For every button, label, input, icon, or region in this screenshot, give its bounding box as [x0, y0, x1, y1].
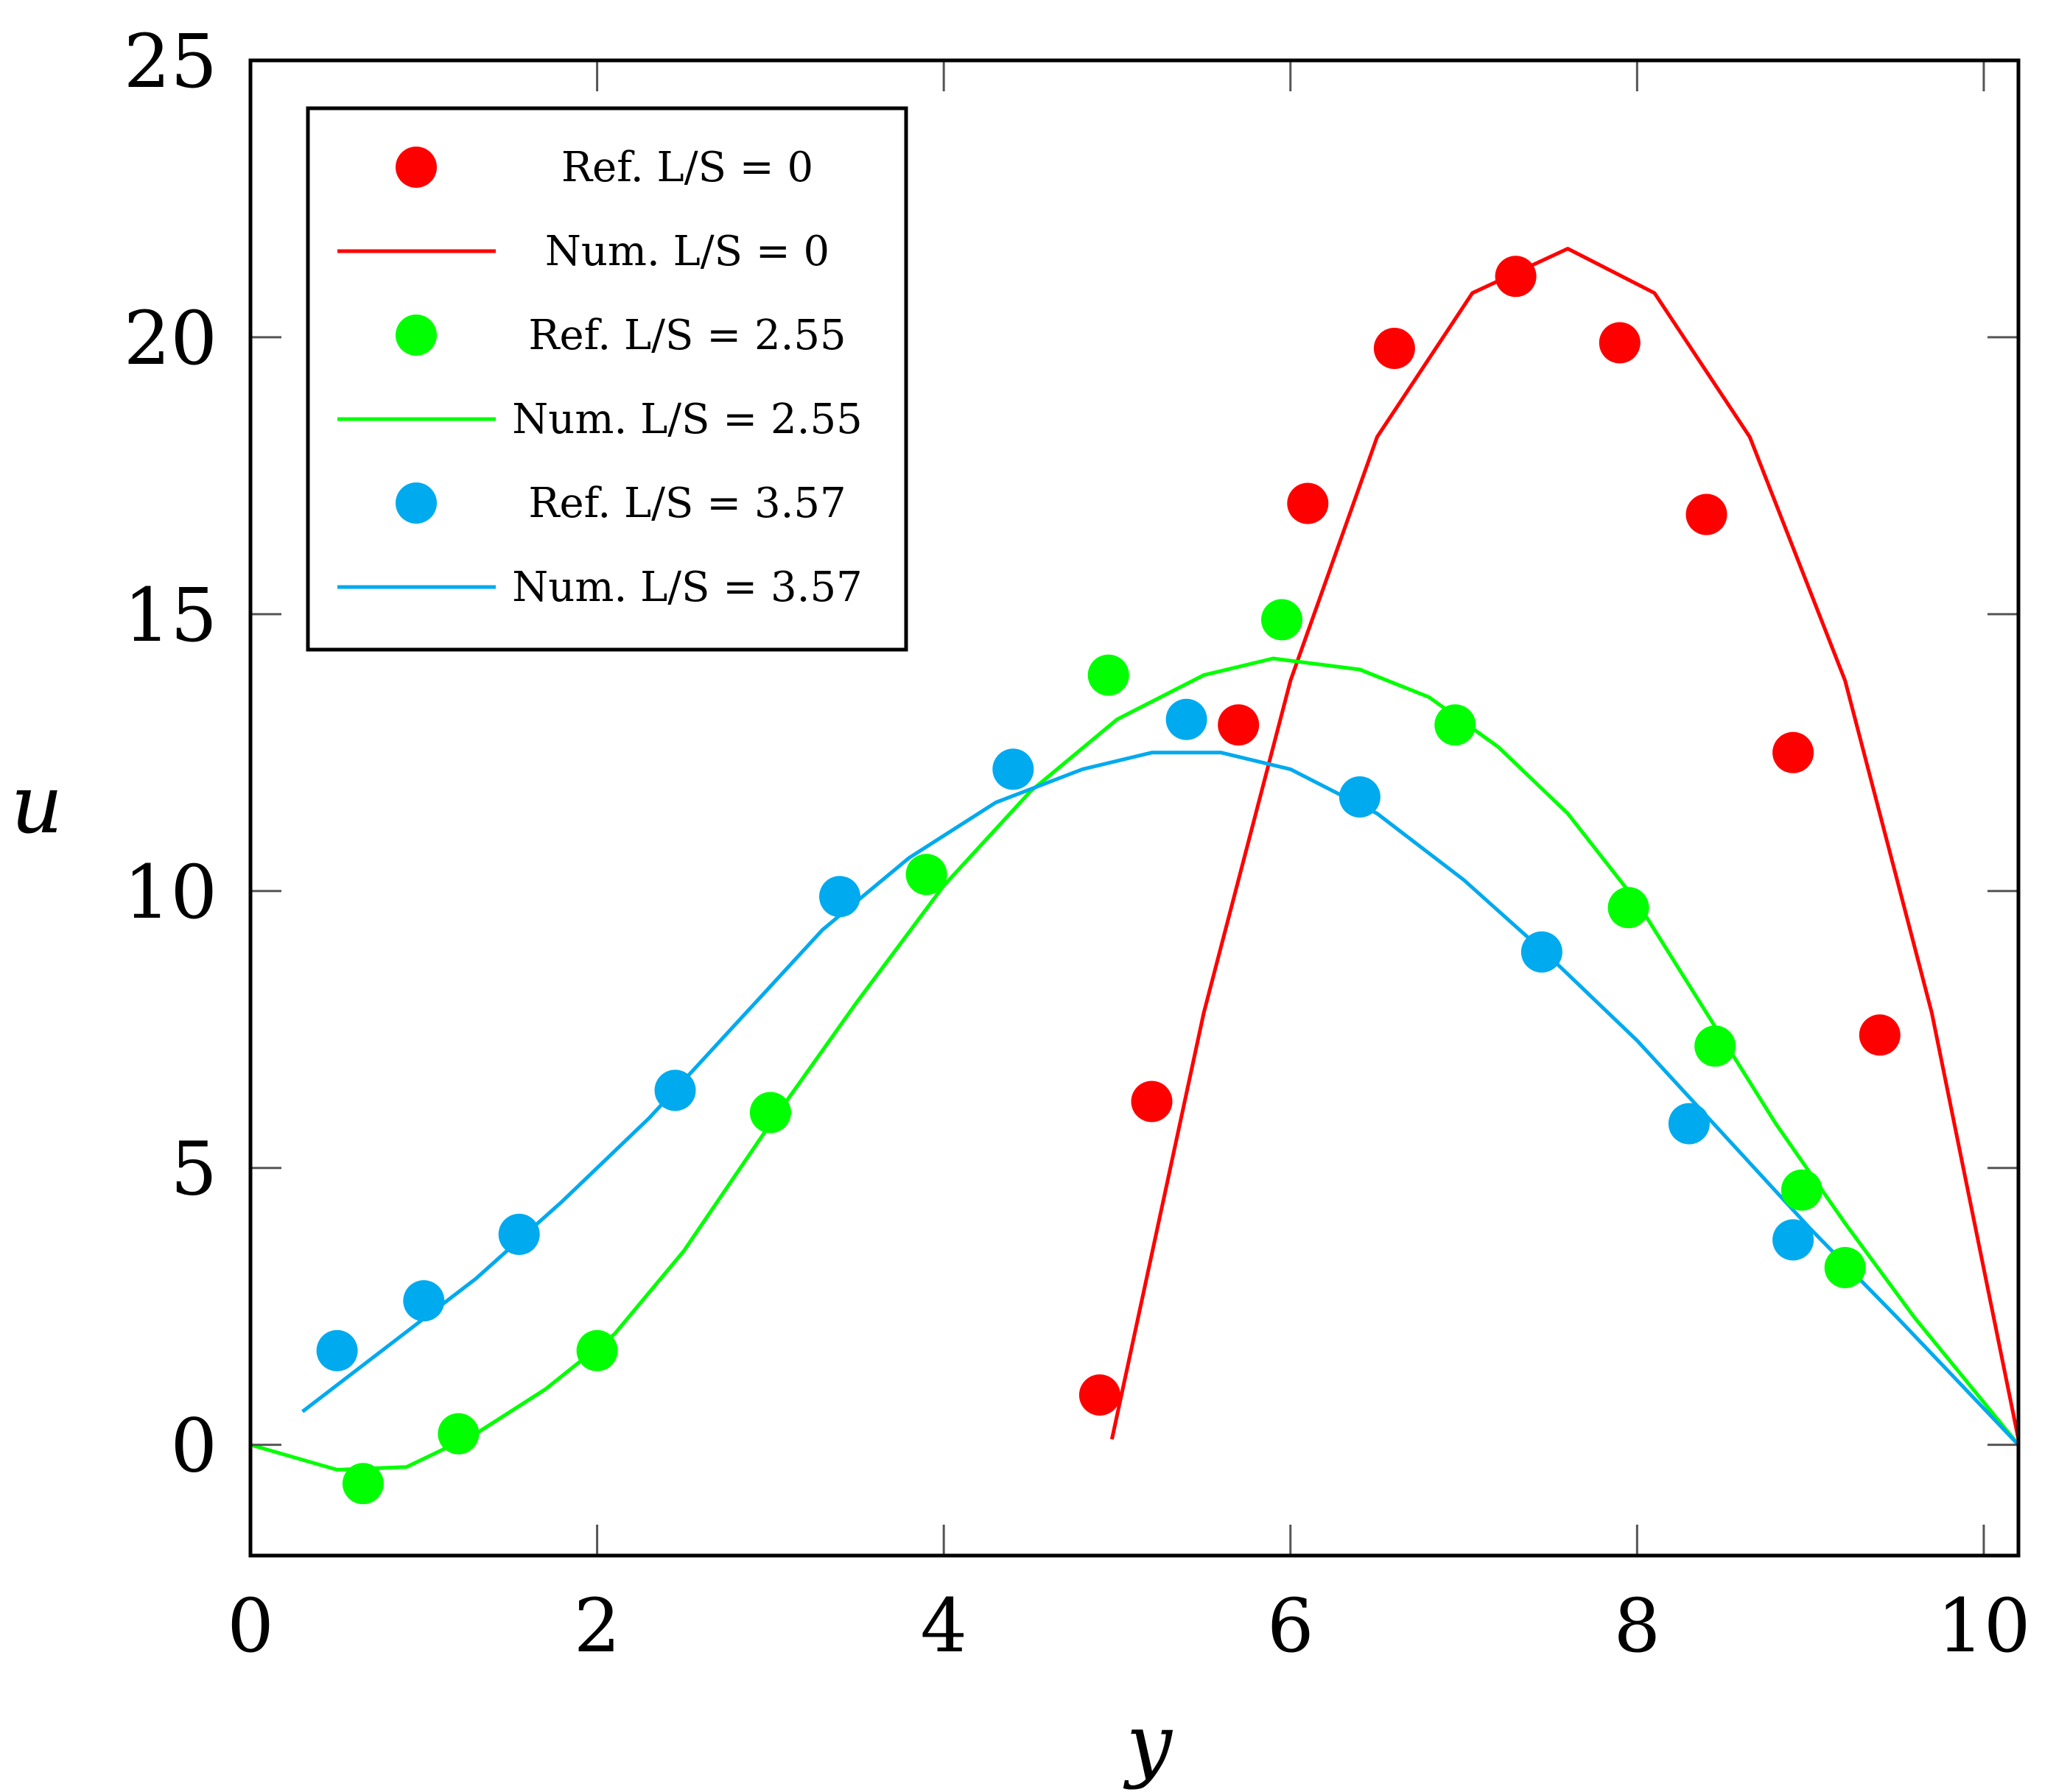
point-ref-l-s-2-55-4: [905, 854, 947, 896]
y-tick-label-4: 20: [124, 295, 217, 382]
point-ref-l-s-3-57-5: [992, 748, 1034, 790]
point-ref-l-s-0-9: [1859, 1014, 1901, 1056]
point-ref-l-s-2-55-2: [576, 1329, 618, 1371]
series-line-num-l-s-3-57: [301, 751, 2020, 1447]
legend-label-num-l-s-3-57: Num. L/S = 3.57: [512, 563, 862, 611]
y-tick-label-1: 5: [170, 1126, 217, 1212]
point-ref-l-s-2-55-6: [1261, 599, 1302, 641]
legend-box: [306, 106, 908, 652]
point-ref-l-s-3-57-0: [316, 1329, 358, 1371]
series-markers-ref-l-s-0: [1078, 256, 1901, 1416]
legend-marker-ref-l-s-0: [396, 147, 437, 188]
legend: Ref. L/S = 0 Num. L/S = 0 Ref. L/S = 2.55 N…: [306, 106, 908, 652]
x-tick-label-3: 6: [1267, 1583, 1314, 1669]
point-ref-l-s-3-57-10: [1772, 1219, 1814, 1261]
point-ref-l-s-3-57-9: [1668, 1103, 1710, 1145]
x-tick-label-2: 4: [920, 1583, 967, 1669]
point-ref-l-s-3-57-8: [1520, 931, 1562, 973]
legend-label-num-l-s-2-55: Num. L/S = 2.55: [512, 396, 862, 443]
point-ref-l-s-3-57-3: [654, 1069, 696, 1111]
point-ref-l-s-0-5: [1495, 256, 1537, 298]
legend-marker-ref-l-s-2-55: [396, 315, 437, 356]
y-axis-title: u: [11, 757, 63, 851]
point-ref-l-s-0-0: [1078, 1374, 1120, 1416]
y-tick-label-2: 10: [124, 849, 217, 935]
point-ref-l-s-3-57-2: [498, 1213, 540, 1255]
point-ref-l-s-2-55-9: [1694, 1025, 1736, 1067]
legend-marker-ref-l-s-3-57: [396, 482, 437, 524]
point-ref-l-s-0-1: [1131, 1081, 1173, 1122]
point-ref-l-s-2-55-7: [1434, 704, 1476, 746]
point-ref-l-s-0-3: [1287, 482, 1329, 524]
x-tick-label-1: 2: [574, 1583, 621, 1669]
tick-labels-layer: 0 2 4 6 8 10 0 5 10 15 20 25: [124, 18, 2031, 1669]
x-axis-title: y: [1123, 1696, 1173, 1791]
legend-label-num-l-s-0: Num. L/S = 0: [545, 228, 829, 275]
point-ref-l-s-0-6: [1599, 322, 1641, 364]
series-markers-ref-l-s-3-57: [316, 698, 1814, 1371]
y-tick-label-5: 25: [124, 18, 217, 105]
x-tick-label-4: 8: [1614, 1583, 1661, 1669]
legend-label-ref-l-s-0: Ref. L/S = 0: [561, 144, 813, 192]
point-ref-l-s-3-57-1: [403, 1280, 445, 1322]
legend-entries: Ref. L/S = 0 Num. L/S = 0 Ref. L/S = 2.55 N…: [337, 144, 863, 611]
plot-frame: [248, 58, 2021, 1558]
point-ref-l-s-2-55-0: [342, 1463, 384, 1505]
point-ref-l-s-2-55-11: [1824, 1247, 1866, 1288]
point-ref-l-s-2-55-10: [1780, 1169, 1822, 1211]
x-tick-label-0: 0: [227, 1583, 274, 1669]
point-ref-l-s-0-2: [1218, 704, 1260, 746]
y-tick-label-3: 15: [124, 572, 217, 658]
point-ref-l-s-2-55-5: [1087, 654, 1129, 696]
point-ref-l-s-3-57-6: [1165, 698, 1207, 740]
legend-label-ref-l-s-2-55: Ref. L/S = 2.55: [528, 312, 846, 359]
point-ref-l-s-2-55-8: [1607, 887, 1649, 929]
point-ref-l-s-0-8: [1772, 731, 1814, 773]
legend-label-ref-l-s-3-57: Ref. L/S = 3.57: [528, 479, 846, 527]
point-ref-l-s-2-55-3: [749, 1092, 791, 1134]
point-ref-l-s-3-57-4: [819, 876, 860, 918]
series-layer: [250, 247, 2021, 1505]
x-tick-label-5: 10: [1937, 1583, 2030, 1669]
y-tick-label-0: 0: [170, 1403, 217, 1489]
point-ref-l-s-0-4: [1373, 328, 1415, 369]
point-ref-l-s-3-57-7: [1339, 776, 1380, 818]
series-markers-ref-l-s-2-55: [342, 599, 1866, 1505]
point-ref-l-s-2-55-1: [438, 1413, 480, 1455]
point-ref-l-s-0-7: [1685, 493, 1727, 535]
series-line-num-l-s-0: [1109, 247, 2021, 1440]
